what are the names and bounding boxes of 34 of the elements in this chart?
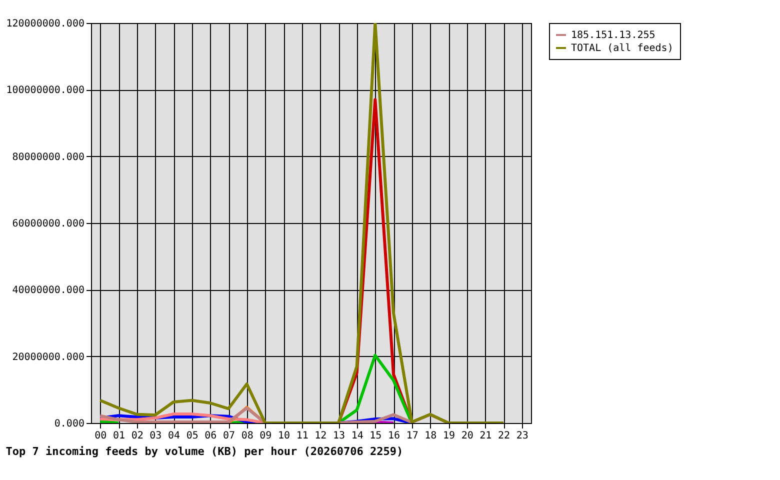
x-tick-label: 02 [131, 430, 144, 442]
x-tick-label: 07 [222, 430, 236, 442]
y-tick-label: 0.000 [54, 418, 84, 430]
x-tick-label: 14 [351, 430, 364, 442]
x-tick-label: 13 [332, 430, 346, 442]
y-tick-label: 40000000.000 [12, 285, 84, 296]
x-tick-label: 06 [204, 430, 217, 442]
y-tick-label: 20000000.000 [12, 352, 84, 363]
x-tick-label: 18 [424, 430, 437, 442]
legend-label: 185.151.13.255 [571, 30, 656, 41]
x-tick-label: 01 [112, 430, 126, 442]
x-tick-label: 16 [388, 430, 400, 442]
y-tick-label: 60000000.000 [12, 218, 84, 230]
x-tick-label: 21 [480, 430, 492, 442]
x-tick-label: 08 [241, 430, 254, 442]
y-tick-label: 120000000.000 [6, 18, 84, 30]
legend-label: TOTAL (all feeds) [571, 43, 674, 54]
y-tick-label: 100000000.000 [6, 85, 84, 96]
y-tick-label: 80000000.000 [12, 152, 84, 163]
x-tick-label: 04 [168, 430, 180, 442]
x-tick-label: 09 [260, 430, 272, 442]
x-tick-label: 20 [461, 430, 474, 442]
x-tick-label: 17 [406, 430, 418, 442]
x-tick-label: 03 [150, 430, 162, 442]
x-tick-label: 10 [278, 430, 290, 442]
x-tick-label: 00 [94, 430, 107, 442]
text: Top 7 incoming feeds by volume (KB) per hour (20260706 2259) [6, 445, 404, 458]
x-tick-label: 22 [498, 430, 510, 442]
x-tick-label: 11 [296, 430, 308, 442]
x-tick-label: 19 [442, 430, 456, 442]
x-tick-label: 15 [370, 430, 382, 442]
x-tick-label: 12 [314, 430, 327, 442]
x-tick-label: 23 [516, 430, 528, 442]
x-tick-label: 05 [186, 430, 198, 442]
